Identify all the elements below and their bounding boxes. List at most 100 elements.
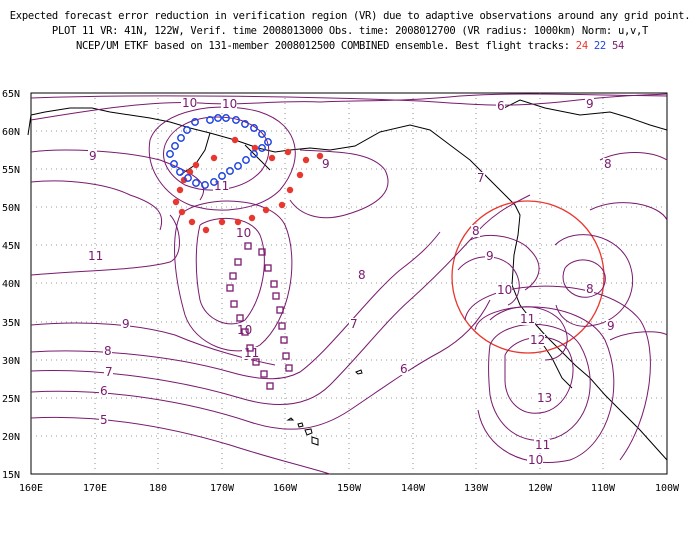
purple-track-square: [246, 344, 254, 352]
purple-track-square: [258, 248, 266, 256]
blue-track-circle: [242, 156, 250, 164]
flight-track-purple: [226, 242, 293, 390]
red-track-dot: [178, 208, 186, 216]
purple-track-square: [260, 370, 268, 378]
y-tick-label: 30N: [2, 356, 20, 367]
red-track-dot: [218, 218, 226, 226]
blue-track-circle: [176, 168, 184, 176]
contour-label: 10: [182, 96, 197, 110]
blue-track-circle: [201, 181, 209, 189]
purple-track-square: [234, 258, 242, 266]
contour-label: 11: [244, 346, 259, 360]
contour-label: 9: [486, 249, 494, 263]
contour-label: 11: [88, 249, 103, 263]
x-tick-label: 130W: [464, 483, 489, 494]
red-track-dot: [176, 186, 184, 194]
red-track-dot: [188, 218, 196, 226]
y-tick-label: 55N: [2, 165, 20, 176]
blue-track-circle: [258, 144, 266, 152]
blue-track-circle: [226, 167, 234, 175]
purple-track-square: [266, 382, 274, 390]
track-blue-label: 22: [593, 40, 606, 52]
red-track-dot: [234, 218, 242, 226]
blue-track-circle: [177, 134, 185, 142]
contour-label: 9: [586, 97, 594, 111]
y-tick-label: 45N: [2, 241, 20, 252]
blue-track-circle: [214, 114, 222, 122]
contour-label: 9: [122, 317, 130, 331]
contour-label: 11: [520, 312, 535, 326]
red-track-dot: [251, 144, 259, 152]
blue-track-circle: [232, 116, 240, 124]
contour-label: 8: [586, 282, 594, 296]
blue-track-circle: [183, 126, 191, 134]
contour-label: 6: [497, 99, 505, 113]
red-track-dot: [210, 154, 218, 162]
x-tick-label: 170W: [210, 483, 235, 494]
verification-region-circle: [451, 200, 605, 354]
contour-label: 8: [104, 344, 112, 358]
y-tick-label: 25N: [2, 394, 20, 405]
y-tick-label: 35N: [2, 318, 20, 329]
grid: [31, 93, 667, 474]
plot-header: Expected forecast error reduction in ver…: [0, 0, 700, 80]
x-tick-label: 170E: [83, 483, 107, 494]
blue-track-circle: [191, 118, 199, 126]
x-axis-ticks: 160E 170E 180 170W 160W 150W 140W 130W 120W 110W 1…: [19, 483, 680, 494]
contour-label: 10: [236, 226, 251, 240]
contour-label: 10: [222, 97, 237, 111]
x-tick-label: 110W: [591, 483, 616, 494]
red-track-dot: [186, 168, 194, 176]
red-track-dot: [180, 176, 188, 184]
y-tick-label: 20N: [2, 432, 20, 443]
red-track-dot: [231, 136, 239, 144]
purple-track-square: [285, 364, 293, 372]
title-line-2: PLOT 11 VR: 41N, 122W, Verif. time 20080…: [51, 25, 649, 37]
red-track-dot: [284, 148, 292, 156]
flight-track-blue: [166, 114, 272, 189]
flight-track-red: [172, 136, 324, 234]
contour-label: 10: [528, 453, 543, 467]
track-red-label: 24: [575, 40, 588, 52]
contour-label: 13: [537, 391, 552, 405]
purple-track-square: [282, 352, 290, 360]
hawaii-islands: [286, 369, 363, 446]
contour-label: 6: [400, 362, 408, 376]
red-track-dot: [286, 186, 294, 194]
purple-track-square: [226, 284, 234, 292]
purple-track-square: [230, 300, 238, 308]
blue-track-circle: [170, 160, 178, 168]
purple-track-square: [272, 292, 280, 300]
red-track-dot: [302, 156, 310, 164]
red-track-dot: [172, 198, 180, 206]
blue-track-circle: [258, 130, 266, 138]
contour-label: 11: [535, 438, 550, 452]
contour-label: 7: [477, 171, 485, 185]
y-tick-label: 50N: [2, 203, 20, 214]
blue-track-circle: [241, 120, 249, 128]
purple-track-square: [241, 328, 249, 336]
purple-track-square: [244, 242, 252, 250]
red-track-dot: [296, 171, 304, 179]
y-tick-label: 60N: [2, 127, 20, 138]
x-tick-label: 120W: [528, 483, 553, 494]
contour-labels: 1091110111099878766567891011121311109898…: [87, 96, 615, 467]
purple-track-square: [276, 306, 284, 314]
blue-track-circle: [192, 179, 200, 187]
contour-label: 7: [350, 317, 358, 331]
purple-track-square: [229, 272, 237, 280]
y-axis-ticks: 65N 60N 55N 50N 45N 40N 35N 30N 25N 20N 15N: [2, 89, 20, 481]
purple-track-square: [236, 314, 244, 322]
blue-track-circle: [166, 150, 174, 158]
red-track-dot: [202, 226, 210, 234]
contour-label: 7: [105, 365, 113, 379]
track-purple-label: 54: [611, 40, 624, 52]
red-track-dot: [262, 206, 270, 214]
blue-track-circle: [206, 116, 214, 124]
title-line-1: Expected forecast error reduction in ver…: [9, 10, 691, 22]
contour-label: 12: [530, 333, 545, 347]
contour-label: 6: [100, 384, 108, 398]
contour-label: 8: [604, 157, 612, 171]
contour-label: 9: [607, 319, 615, 333]
